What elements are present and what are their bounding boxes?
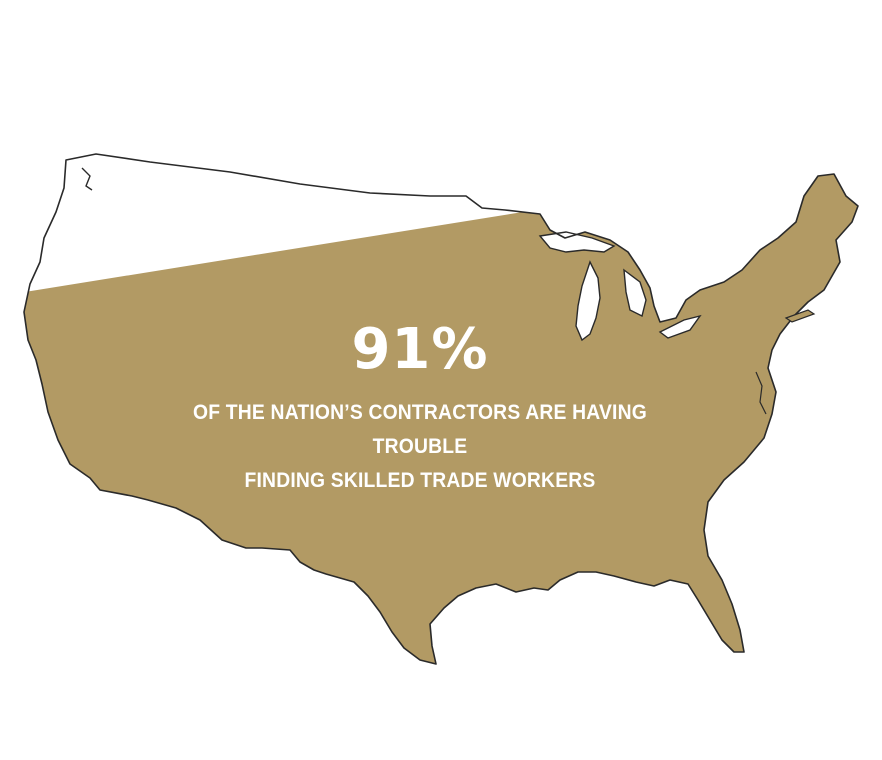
map-filled-region [24,154,858,664]
stat-block: 91% OF THE NATION’S CONTRACTORS ARE HAVI… [120,318,720,498]
chesapeake-bay [755,371,767,415]
lake-huron-erie [623,268,702,339]
stat-caption: OF THE NATION’S CONTRACTORS ARE HAVING T… [144,396,696,498]
puget-sound [81,167,93,191]
stat-percentage: 91% [351,317,489,382]
map-outline [23,153,859,665]
long-island [784,309,816,323]
stat-caption-line-2: FINDING SKILLED TRADE WORKERS [244,469,596,492]
stat-caption-line-1: OF THE NATION’S CONTRACTORS ARE HAVING T… [193,401,647,458]
lake-michigan [575,260,601,342]
lake-superior [538,231,616,253]
